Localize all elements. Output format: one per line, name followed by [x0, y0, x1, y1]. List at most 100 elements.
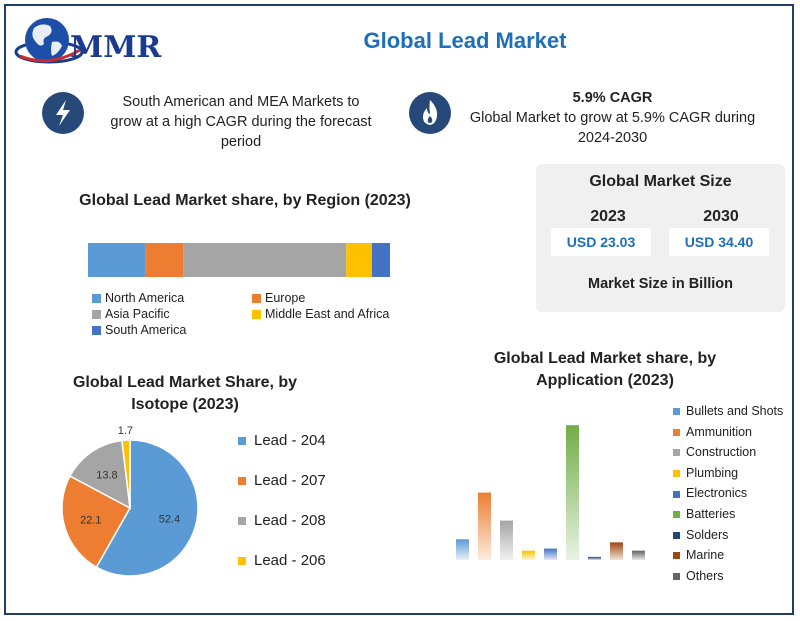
logo-text: MMR — [70, 30, 162, 65]
legend-swatch — [673, 490, 680, 498]
app-bar-construction — [500, 520, 513, 560]
pie-label-lead-206: 1.7 — [118, 425, 133, 437]
legend-swatch — [92, 294, 101, 304]
legend-label: Electronics — [686, 486, 748, 501]
application-bar-chart — [456, 425, 645, 560]
isotope-legend-item-lead-207: Lead - 207 — [238, 472, 326, 489]
legend-label: Middle East and Africa — [265, 307, 390, 321]
legend-label: Asia Pacific — [105, 307, 170, 321]
isotope-chart-title: Global Lead Market Share, by Isotope (20… — [72, 374, 298, 413]
value-2030: USD 34.40 — [669, 228, 769, 256]
app-bar-electronics — [544, 548, 557, 560]
regional-growth-note: South American and MEA Markets to grow a… — [110, 94, 372, 150]
legend-label: Lead - 207 — [254, 472, 326, 489]
region-legend-item-europe: Europe — [252, 291, 305, 305]
legend-swatch — [252, 310, 261, 320]
globe-icon — [14, 18, 84, 64]
region-legend-item-asia-pacific: Asia Pacific — [92, 307, 170, 321]
legend-label: South America — [105, 323, 187, 337]
application-legend-item-marine: Marine — [673, 548, 724, 562]
pie-slice-lead-206 — [121, 439, 131, 509]
app-bar-ammunition — [478, 492, 491, 560]
legend-swatch — [673, 511, 680, 519]
application-legend-item-plumbing: Plumbing — [673, 466, 738, 480]
legend-swatch — [238, 517, 246, 526]
legend-label: Lead - 208 — [254, 512, 326, 529]
cagr-block: 5.9% CAGR Global Market to grow at 5.9% … — [460, 88, 765, 148]
pie-slice-lead-207 — [61, 475, 132, 569]
legend-label: Batteries — [686, 507, 736, 521]
legend-swatch — [238, 557, 246, 566]
pie-label-lead-207: 22.1 — [80, 514, 101, 526]
application-legend-item-electronics: Electronics — [673, 486, 747, 500]
legend-swatch — [92, 310, 101, 320]
region-segment-south-america — [371, 243, 390, 277]
region-segment-europe — [145, 243, 184, 277]
application-legend-item-bullets-and-shots: Bullets and Shots — [673, 404, 783, 418]
app-bar-batteries — [566, 425, 579, 560]
legend-label: Bullets and Shots — [686, 404, 784, 418]
application-legend-item-construction: Construction — [673, 445, 756, 459]
mmr-logo: MMR — [14, 12, 174, 74]
legend-swatch — [238, 437, 246, 446]
app-bar-marine — [610, 542, 623, 560]
legend-label: Construction — [686, 445, 757, 460]
value-2023: USD 23.03 — [551, 228, 651, 256]
pie-label-lead-204: 52.4 — [159, 513, 180, 525]
region-segment-north-america — [88, 243, 146, 277]
application-legend-item-solders: Solders — [673, 528, 728, 542]
legend-swatch — [673, 428, 680, 436]
legend-label: Solders — [686, 527, 729, 542]
cagr-title: 5.9% CAGR — [572, 90, 653, 106]
legend-swatch — [673, 408, 680, 416]
legend-swatch — [252, 294, 261, 304]
region-legend-item-south-america: South America — [92, 323, 186, 337]
legend-swatch — [673, 573, 680, 580]
market-size-unit-note: Market Size in Billion — [587, 276, 734, 292]
app-bar-solders — [588, 556, 601, 560]
region-chart-title: Global Lead Market share, by Region (202… — [79, 192, 411, 209]
isotope-pie-chart: 52.4 22.1 13.8 1.7 — [61, 425, 199, 577]
isotope-legend-item-lead-204: Lead - 204 — [238, 432, 326, 449]
legend-label: Plumbing — [686, 465, 739, 480]
cagr-note: Global Market to grow at 5.9% CAGR durin… — [469, 110, 756, 146]
legend-label: Lead - 206 — [254, 552, 326, 569]
legend-swatch — [92, 326, 101, 336]
legend-label: Lead - 204 — [254, 432, 326, 449]
region-stacked-bar — [88, 243, 390, 277]
isotope-legend-item-lead-206: Lead - 206 — [238, 552, 326, 569]
flame-icon — [409, 92, 451, 134]
legend-swatch — [238, 477, 246, 486]
app-bar-bullets-and-shots — [456, 539, 469, 560]
legend-label: Europe — [265, 291, 306, 305]
legend-label: Ammunition — [686, 424, 752, 439]
app-bar-others — [632, 550, 645, 560]
application-legend-item-others: Others — [673, 569, 724, 583]
pie-slice-lead-208 — [68, 439, 131, 510]
application-legend-item-batteries: Batteries — [673, 507, 735, 521]
pie-label-lead-208: 13.8 — [96, 469, 117, 481]
market-size-panel: Global Market Size 2023 2030 USD 23.03 U… — [536, 164, 785, 312]
legend-swatch — [673, 449, 680, 457]
legend-swatch — [673, 470, 680, 477]
region-segment-asia-pacific — [183, 243, 347, 277]
region-legend-item-north-america: North America — [92, 291, 184, 305]
year-2030: 2030 — [703, 208, 739, 225]
legend-label: Marine — [686, 548, 725, 563]
legend-label: North America — [105, 291, 185, 305]
pie-slice-lead-204 — [95, 439, 199, 577]
lightning-icon — [42, 92, 84, 134]
application-chart-title: Global Lead Market share, by Application… — [493, 350, 717, 389]
legend-label: Others — [686, 568, 724, 583]
legend-swatch — [673, 531, 680, 539]
page-frame — [4, 4, 794, 615]
application-legend-item-ammunition: Ammunition — [673, 425, 752, 439]
region-segment-middle-east-and-africa — [346, 243, 372, 277]
app-bar-plumbing — [522, 550, 535, 560]
market-size-title: Global Market Size — [589, 173, 732, 190]
page-title: Global Lead Market — [363, 28, 567, 53]
isotope-legend-item-lead-208: Lead - 208 — [238, 512, 326, 529]
year-2023: 2023 — [590, 208, 626, 225]
region-legend-item-middle-east-and-africa: Middle East and Africa — [252, 307, 389, 321]
legend-swatch — [673, 552, 680, 560]
